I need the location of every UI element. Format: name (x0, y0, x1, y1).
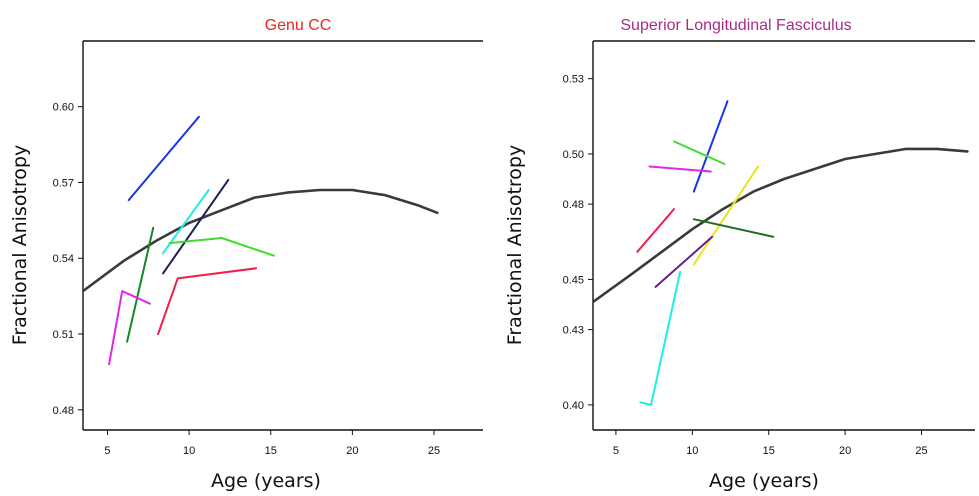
subject-line (162, 178, 230, 275)
x-tick-label: 10 (183, 445, 195, 457)
y-tick-label: 0.50 (563, 149, 584, 161)
subject-line (126, 226, 155, 343)
y-axis-label: Fractional Anisotropy (504, 145, 526, 345)
chart-title: Genu CC (265, 17, 332, 34)
x-tick-label: 5 (104, 445, 110, 457)
subject-line (636, 208, 675, 253)
chart-superior-longitudinal-fasciculus: Superior Longitudinal Fasciculus 5 10 15 20 2… (504, 17, 975, 492)
subject-line (127, 115, 200, 202)
x-tick-label: 10 (686, 445, 698, 457)
y-tick-label: 0.48 (563, 199, 584, 211)
x-tick-label: 25 (428, 445, 440, 457)
chart-panel-genu-cc: Genu CC 5 10 15 20 25 0.48 0.51 0.54 0.57 0.60 Age … (9, 17, 483, 492)
y-tick-label: 0.43 (563, 325, 584, 337)
subject-line (639, 270, 682, 406)
y-tick-label: 0.60 (53, 102, 74, 114)
chart-panel-slf: Superior Longitudinal Fasciculus 5 10 15 20 2… (490, 0, 979, 496)
trend-curve (593, 147, 969, 304)
x-axis-label: Age (years) (709, 470, 819, 492)
trend-curve (83, 188, 439, 293)
y-tick-label: 0.45 (563, 274, 584, 286)
x-tick-label: 15 (763, 445, 775, 457)
subject-line (157, 267, 258, 335)
y-tick-label: 0.48 (53, 405, 74, 417)
subject-line (673, 140, 726, 165)
y-axis-label: Fractional Anisotropy (9, 145, 31, 345)
subject-line (648, 165, 712, 173)
subject-line (108, 290, 151, 366)
subject-line (168, 237, 275, 257)
subject-line (654, 235, 714, 288)
y-tick-label: 0.53 (563, 74, 584, 86)
subject-line (692, 218, 775, 238)
x-axis-label: Age (years) (211, 470, 321, 492)
chart-genu-cc: Genu CC 5 10 15 20 25 0.48 0.51 0.54 0.57 0.60 Age … (9, 17, 483, 492)
subject-line (692, 100, 729, 193)
x-tick-label: 25 (915, 445, 927, 457)
y-tick-label: 0.51 (53, 329, 74, 341)
y-tick-label: 0.40 (563, 400, 584, 412)
x-tick-label: 15 (265, 445, 277, 457)
x-tick-label: 20 (839, 445, 851, 457)
subject-line (692, 165, 759, 266)
y-tick-label: 0.57 (53, 177, 74, 189)
x-tick-label: 5 (613, 445, 619, 457)
y-tick-label: 0.54 (53, 253, 74, 265)
x-tick-label: 20 (346, 445, 358, 457)
chart-title: Superior Longitudinal Fasciculus (620, 17, 851, 34)
